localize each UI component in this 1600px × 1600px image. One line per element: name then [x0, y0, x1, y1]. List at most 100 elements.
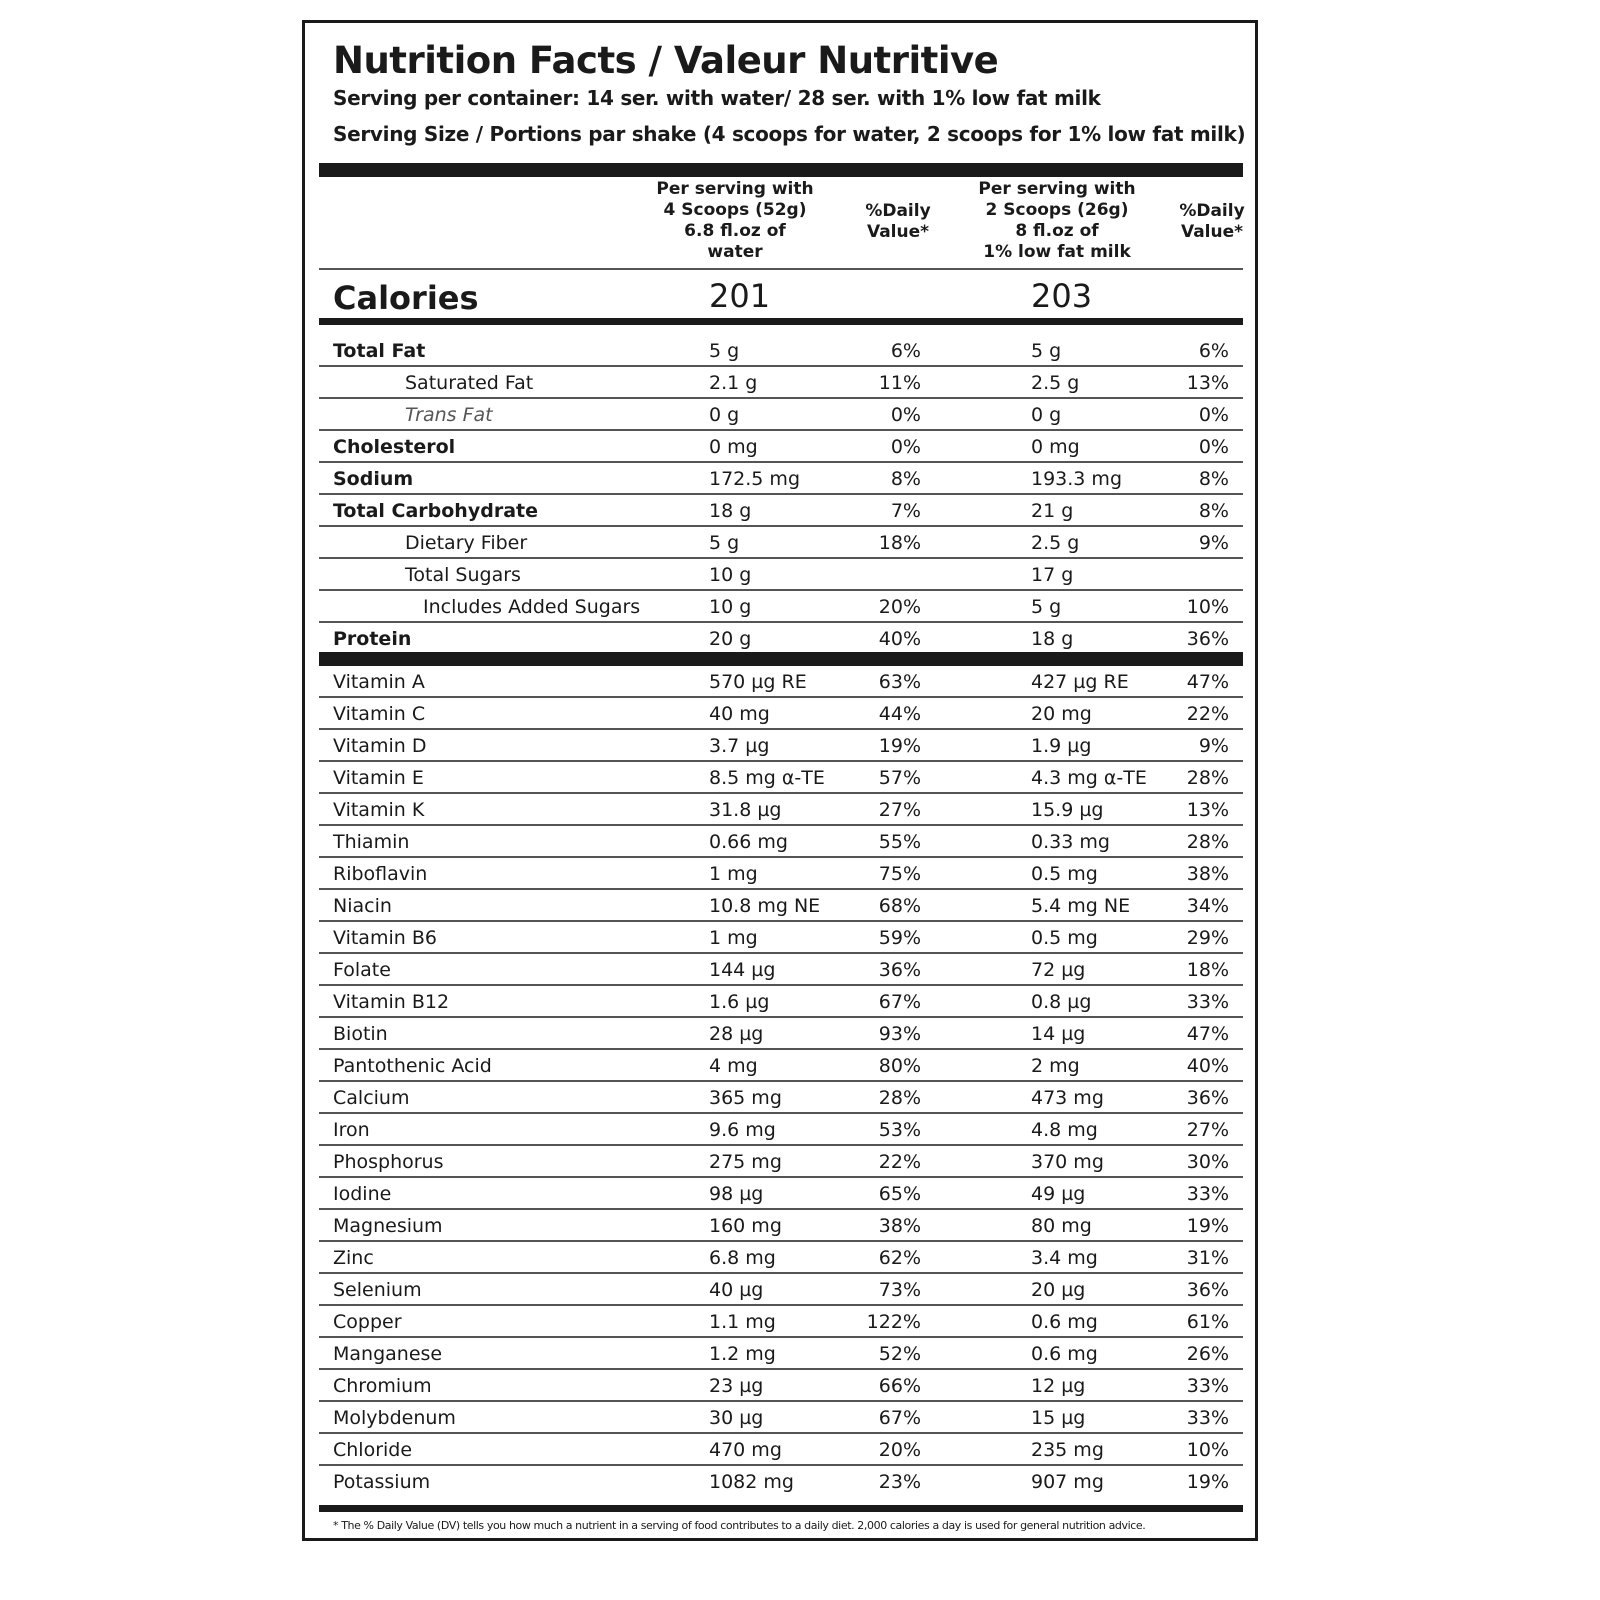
- col-header-line: Value*: [866, 222, 930, 242]
- amount-milk: 18 g: [1031, 628, 1074, 650]
- amount-milk: 235 mg: [1031, 1439, 1104, 1461]
- amount-milk: 4.8 mg: [1031, 1119, 1098, 1141]
- amount-milk: 370 mg: [1031, 1151, 1104, 1173]
- col-header-line: Per serving with: [978, 179, 1136, 199]
- amount-milk: 21 g: [1031, 500, 1074, 522]
- nutrient-name: Cholesterol: [333, 436, 456, 458]
- nutrient-row: Molybdenum 30 µg 67% 15 µg 33%: [319, 1402, 1243, 1434]
- dv-milk: 36%: [1186, 1087, 1229, 1109]
- dv-water: 62%: [878, 1247, 921, 1269]
- dv-water: 59%: [878, 927, 921, 949]
- col-header-line: 1% low fat milk: [983, 242, 1131, 262]
- dv-water: 73%: [878, 1279, 921, 1301]
- divider: [319, 268, 1243, 270]
- nutrient-row: Potassium 1082 mg 23% 907 mg 19%: [319, 1466, 1243, 1498]
- amount-water: 470 mg: [709, 1439, 782, 1461]
- amount-milk: 0 mg: [1031, 436, 1080, 458]
- nutrient-row: Vitamin D 3.7 µg 19% 1.9 µg 9%: [319, 730, 1243, 762]
- amount-water: 1.2 mg: [709, 1343, 776, 1365]
- nutrient-name: Pantothenic Acid: [333, 1055, 492, 1077]
- nutrient-name: Riboflavin: [333, 863, 428, 885]
- dv-milk: 10%: [1186, 596, 1229, 618]
- nutrient-name: Niacin: [333, 895, 392, 917]
- amount-water: 2.1 g: [709, 372, 758, 394]
- dv-milk: 34%: [1186, 895, 1229, 917]
- amount-milk: 14 µg: [1031, 1023, 1086, 1045]
- col-header-line: 8 fl.oz of: [1015, 221, 1099, 241]
- nutrient-row: Riboflavin 1 mg 75% 0.5 mg 38%: [319, 858, 1243, 890]
- nutrient-row: Vitamin B12 1.6 µg 67% 0.8 µg 33%: [319, 986, 1243, 1018]
- nutrient-row: Biotin 28 µg 93% 14 µg 47%: [319, 1018, 1243, 1050]
- nutrient-row: Folate 144 µg 36% 72 µg 18%: [319, 954, 1243, 986]
- amount-milk: 20 µg: [1031, 1279, 1086, 1301]
- amount-water: 144 µg: [709, 959, 776, 981]
- dv-water: 63%: [878, 671, 921, 693]
- calories-label: Calories: [333, 279, 479, 317]
- nutrient-name: Calcium: [333, 1087, 410, 1109]
- amount-milk: 17 g: [1031, 564, 1074, 586]
- dv-water: 20%: [878, 1439, 921, 1461]
- nutrient-row: Thiamin 0.66 mg 55% 0.33 mg 28%: [319, 826, 1243, 858]
- dv-milk: 33%: [1186, 991, 1229, 1013]
- dv-water: 28%: [878, 1087, 921, 1109]
- dv-milk: 29%: [1186, 927, 1229, 949]
- dv-water: 53%: [878, 1119, 921, 1141]
- amount-milk: 427 µg RE: [1031, 671, 1129, 693]
- thick-divider: [319, 163, 1243, 177]
- dv-water: 36%: [878, 959, 921, 981]
- amount-milk: 15.9 µg: [1031, 799, 1104, 821]
- dv-milk: 13%: [1186, 799, 1229, 821]
- nutrient-row: Chromium 23 µg 66% 12 µg 33%: [319, 1370, 1243, 1402]
- dv-milk: 22%: [1186, 703, 1229, 725]
- dv-milk: 47%: [1186, 1023, 1229, 1045]
- col-header-line: water: [707, 242, 763, 262]
- amount-water: 9.6 mg: [709, 1119, 776, 1141]
- nutrient-row: Total Fat 5 g 6% 5 g 6%: [319, 335, 1243, 367]
- amount-water: 1.1 mg: [709, 1311, 776, 1333]
- dv-milk: 38%: [1186, 863, 1229, 885]
- amount-milk: 0 g: [1031, 404, 1062, 426]
- column-header-water: Per serving with 4 Scoops (52g) 6.8 fl.o…: [635, 179, 835, 263]
- dv-milk: 6%: [1198, 340, 1229, 362]
- nutrient-name: Protein: [333, 628, 412, 650]
- amount-water: 30 µg: [709, 1407, 764, 1429]
- nutrient-name: Phosphorus: [333, 1151, 444, 1173]
- nutrient-row: Phosphorus 275 mg 22% 370 mg 30%: [319, 1146, 1243, 1178]
- nutrient-name: Trans Fat: [405, 404, 493, 426]
- dv-water: 67%: [878, 991, 921, 1013]
- amount-water: 10.8 mg NE: [709, 895, 821, 917]
- nutrient-name: Vitamin C: [333, 703, 426, 725]
- dv-water: 93%: [878, 1023, 921, 1045]
- nutrient-name: Vitamin A: [333, 671, 425, 693]
- nutrient-row: Manganese 1.2 mg 52% 0.6 mg 26%: [319, 1338, 1243, 1370]
- dv-milk: 10%: [1186, 1439, 1229, 1461]
- nutrient-name: Iodine: [333, 1183, 392, 1205]
- amount-water: 6.8 mg: [709, 1247, 776, 1269]
- nutrient-row: Iron 9.6 mg 53% 4.8 mg 27%: [319, 1114, 1243, 1146]
- nutrient-name: Vitamin E: [333, 767, 424, 789]
- amount-milk: 2 mg: [1031, 1055, 1080, 1077]
- nutrient-row: Chloride 470 mg 20% 235 mg 10%: [319, 1434, 1243, 1466]
- amount-water: 5 g: [709, 340, 740, 362]
- nutrient-name: Zinc: [333, 1247, 374, 1269]
- nutrient-name: Total Sugars: [405, 564, 521, 586]
- nutrient-name: Vitamin K: [333, 799, 425, 821]
- nutrient-row: Vitamin E 8.5 mg α-TE 57% 4.3 mg α-TE 28%: [319, 762, 1243, 794]
- amount-milk: 5 g: [1031, 596, 1062, 618]
- nutrient-name: Vitamin B6: [333, 927, 437, 949]
- nutrient-name: Selenium: [333, 1279, 422, 1301]
- amount-water: 40 mg: [709, 703, 770, 725]
- col-header-line: Per serving with: [656, 179, 814, 199]
- dv-water: 52%: [878, 1343, 921, 1365]
- dv-milk: 47%: [1186, 671, 1229, 693]
- amount-milk: 1.9 µg: [1031, 735, 1092, 757]
- amount-milk: 907 mg: [1031, 1471, 1104, 1493]
- dv-water: 65%: [878, 1183, 921, 1205]
- dv-water: 80%: [878, 1055, 921, 1077]
- nutrient-name: Vitamin B12: [333, 991, 450, 1013]
- calories-row: Calories 201 203: [319, 275, 1243, 319]
- serving-size: Serving Size / Portions par shake (4 sco…: [333, 122, 1246, 146]
- nutrient-name: Manganese: [333, 1343, 443, 1365]
- nutrient-row: Vitamin K 31.8 µg 27% 15.9 µg 13%: [319, 794, 1243, 826]
- nutrient-name: Thiamin: [333, 831, 410, 853]
